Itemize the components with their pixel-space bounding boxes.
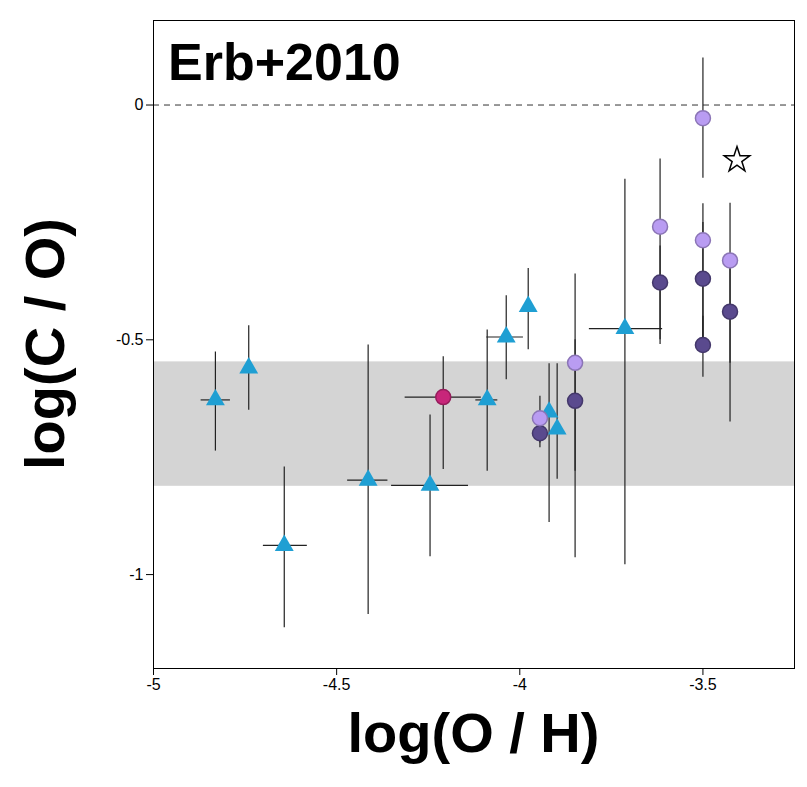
svg-text:-4: -4 xyxy=(513,676,527,693)
svg-text:Erb+2010: Erb+2010 xyxy=(168,33,401,91)
svg-text:-0.5: -0.5 xyxy=(116,331,144,348)
svg-text:-4.5: -4.5 xyxy=(323,676,351,693)
svg-text:log(C / O): log(C / O) xyxy=(13,218,76,470)
svg-text:0: 0 xyxy=(135,96,144,113)
svg-text:log(O / H): log(O / H) xyxy=(348,701,600,764)
svg-text:-3.5: -3.5 xyxy=(689,676,717,693)
svg-text:-1: -1 xyxy=(129,566,143,583)
svg-text:-5: -5 xyxy=(146,676,160,693)
